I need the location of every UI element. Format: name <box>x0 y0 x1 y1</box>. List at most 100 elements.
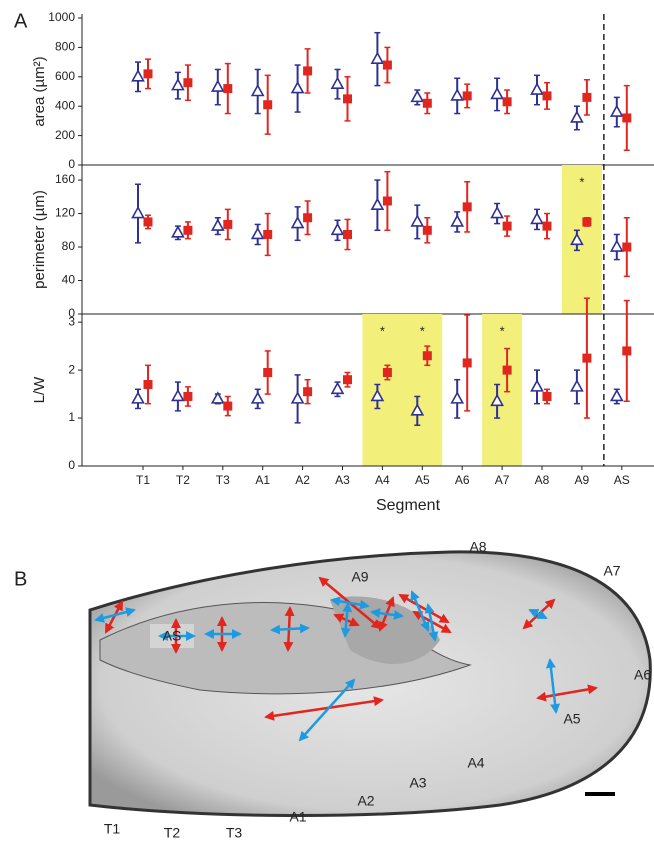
marker <box>303 387 313 397</box>
marker <box>290 391 305 404</box>
y-tick-label: 400 <box>55 98 75 112</box>
highlight-band <box>561 165 602 314</box>
marker <box>143 69 153 79</box>
panel-label: A <box>14 10 28 32</box>
x-tick-label: A2 <box>295 473 310 487</box>
marker <box>502 221 512 231</box>
annotation: * <box>420 323 425 338</box>
highlight-band <box>482 314 523 466</box>
marker <box>370 197 385 210</box>
marker <box>582 217 592 227</box>
marker <box>422 351 432 361</box>
marker <box>462 91 472 101</box>
marker <box>131 205 145 219</box>
x-axis-label: Segment <box>376 497 441 514</box>
y-tick-label: 1 <box>68 410 75 424</box>
x-tick-label: A1 <box>255 473 270 487</box>
marker <box>223 84 233 94</box>
marker <box>171 77 185 91</box>
marker <box>303 213 313 223</box>
image-label: T3 <box>226 825 243 841</box>
y-tick-label: 1000 <box>48 10 75 24</box>
marker <box>410 89 425 103</box>
panel-label: B <box>14 568 27 590</box>
marker <box>370 51 385 64</box>
marker <box>263 367 273 377</box>
marker <box>450 214 465 227</box>
annotation: * <box>579 174 584 189</box>
marker <box>143 379 153 389</box>
marker <box>530 379 544 392</box>
y-tick-label: 0 <box>68 458 75 472</box>
marker <box>290 80 305 94</box>
marker <box>450 391 465 404</box>
x-tick-label: A5 <box>415 473 430 487</box>
marker <box>303 66 313 76</box>
marker <box>582 92 592 102</box>
marker <box>263 229 273 239</box>
y-tick-label: 120 <box>55 206 75 220</box>
marker <box>622 242 632 252</box>
marker <box>210 79 225 92</box>
marker <box>570 110 584 123</box>
marker <box>171 388 185 402</box>
y-tick-label: 3 <box>68 314 75 328</box>
marker <box>502 97 512 107</box>
x-tick-label: A4 <box>375 473 390 487</box>
y-axis-label: perimeter (µm) <box>31 190 48 289</box>
image-labels: AS A9 A8 A7 A6 A5 A4 A3 A2 A1 T1 T2 T3 <box>104 539 652 841</box>
marker <box>609 388 624 402</box>
marker <box>609 104 624 117</box>
y-tick-label: 160 <box>55 172 75 186</box>
marker <box>382 60 392 70</box>
marker <box>462 358 472 368</box>
x-tick-label: T2 <box>176 473 190 487</box>
marker <box>330 76 345 89</box>
x-tick-label: A3 <box>335 473 350 487</box>
annotation: * <box>500 323 505 338</box>
image-label: AS <box>163 628 182 644</box>
marker <box>210 391 225 404</box>
x-tick-label: A9 <box>575 473 590 487</box>
marker <box>250 83 265 97</box>
y-tick-label: 0 <box>68 157 75 171</box>
marker <box>542 221 552 231</box>
marker <box>422 98 432 108</box>
marker <box>542 91 552 101</box>
x-tick-label: T3 <box>216 473 230 487</box>
marker <box>131 391 145 404</box>
micrograph <box>88 550 652 818</box>
annotation: * <box>380 323 385 338</box>
highlight-band <box>362 314 443 466</box>
image-label: A2 <box>357 793 374 809</box>
y-tick-label: 2 <box>68 362 75 376</box>
marker <box>422 225 432 235</box>
image-label: A9 <box>351 569 368 585</box>
y-tick-label: 40 <box>62 273 76 287</box>
image-label: A4 <box>467 755 484 771</box>
marker <box>343 375 352 385</box>
marker <box>382 196 392 206</box>
image-label: A3 <box>409 775 426 791</box>
y-tick-label: 200 <box>55 128 75 142</box>
image-label: A5 <box>563 711 580 727</box>
marker <box>343 94 352 104</box>
marker <box>250 226 265 240</box>
y-tick-label: 80 <box>62 239 76 253</box>
image-label: A1 <box>289 809 306 825</box>
marker <box>622 346 632 356</box>
image-label: T1 <box>104 821 121 837</box>
marker <box>250 391 265 404</box>
marker <box>183 391 193 401</box>
marker <box>131 69 145 82</box>
marker <box>370 388 385 402</box>
marker <box>263 100 273 110</box>
marker <box>210 218 225 231</box>
marker <box>223 401 233 411</box>
marker <box>330 381 345 395</box>
marker <box>382 367 392 377</box>
marker <box>490 393 504 407</box>
marker <box>183 78 193 88</box>
marker <box>183 225 193 235</box>
